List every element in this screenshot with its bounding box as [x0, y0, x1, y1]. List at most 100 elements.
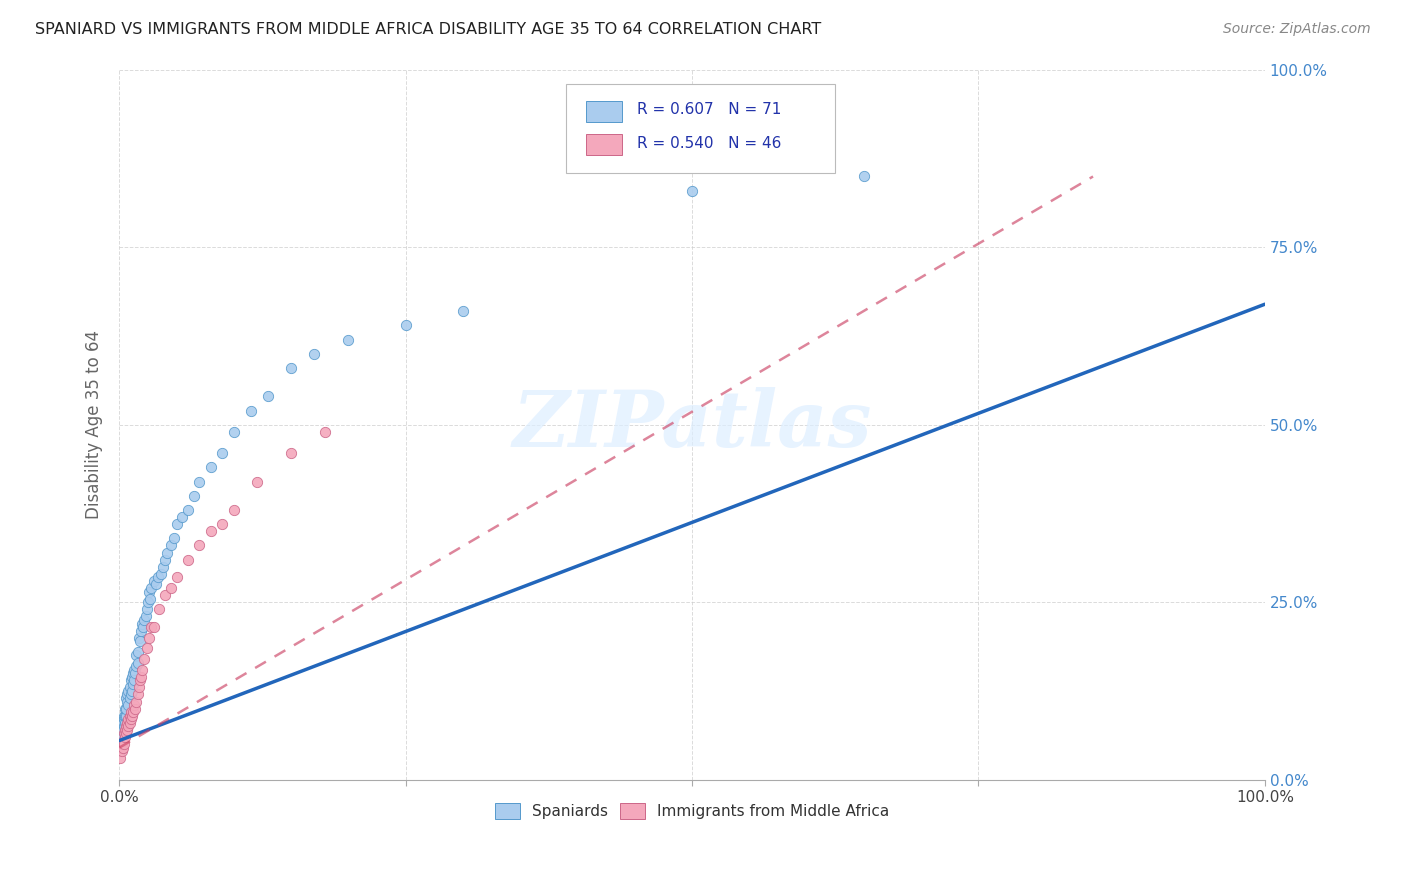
- Point: [142, 620, 165, 634]
- Point: [124, 666, 146, 681]
- Point: [114, 701, 136, 715]
- Point: [110, 733, 132, 747]
- Point: [142, 574, 165, 588]
- Point: [117, 719, 139, 733]
- Point: [120, 673, 142, 688]
- Point: [110, 726, 132, 740]
- Point: [122, 663, 145, 677]
- Point: [138, 584, 160, 599]
- Point: [115, 691, 138, 706]
- Point: [145, 577, 167, 591]
- Point: [115, 708, 138, 723]
- Point: [117, 698, 139, 712]
- Point: [148, 602, 170, 616]
- Point: [112, 737, 135, 751]
- Point: [135, 641, 157, 656]
- Point: [122, 666, 145, 681]
- Text: ZIPatlas: ZIPatlas: [512, 386, 872, 463]
- Point: [118, 681, 141, 695]
- Point: [125, 694, 148, 708]
- Point: [111, 733, 134, 747]
- Point: [110, 737, 132, 751]
- Point: [128, 673, 150, 688]
- Text: R = 0.607   N = 71: R = 0.607 N = 71: [637, 102, 782, 117]
- Point: [115, 726, 138, 740]
- Point: [211, 446, 233, 460]
- Point: [138, 631, 160, 645]
- Point: [117, 723, 139, 737]
- Point: [177, 503, 200, 517]
- Point: [117, 694, 139, 708]
- Point: [188, 475, 211, 489]
- Point: [222, 503, 245, 517]
- Point: [115, 701, 138, 715]
- Text: SPANIARD VS IMMIGRANTS FROM MIDDLE AFRICA DISABILITY AGE 35 TO 64 CORRELATION CH: SPANIARD VS IMMIGRANTS FROM MIDDLE AFRIC…: [35, 22, 821, 37]
- Point: [153, 552, 176, 566]
- Point: [159, 581, 181, 595]
- Point: [114, 730, 136, 744]
- Point: [135, 602, 157, 616]
- Point: [134, 613, 156, 627]
- Point: [149, 566, 172, 581]
- Point: [118, 708, 141, 723]
- Point: [451, 304, 474, 318]
- Point: [118, 691, 141, 706]
- Point: [188, 538, 211, 552]
- Point: [152, 559, 174, 574]
- Point: [127, 645, 149, 659]
- Point: [120, 705, 142, 719]
- Point: [166, 570, 188, 584]
- Point: [122, 673, 145, 688]
- Point: [183, 489, 205, 503]
- Point: [337, 333, 360, 347]
- Point: [222, 425, 245, 439]
- Point: [129, 670, 152, 684]
- Point: [240, 403, 263, 417]
- Point: [120, 712, 142, 726]
- FancyBboxPatch shape: [585, 134, 623, 155]
- FancyBboxPatch shape: [567, 84, 835, 173]
- Point: [110, 751, 132, 765]
- Point: [120, 688, 142, 702]
- Point: [135, 609, 157, 624]
- Point: [122, 677, 145, 691]
- Point: [128, 631, 150, 645]
- Point: [166, 517, 188, 532]
- Point: [125, 659, 148, 673]
- Point: [200, 460, 222, 475]
- Point: [121, 684, 143, 698]
- Legend: Spaniards, Immigrants from Middle Africa: Spaniards, Immigrants from Middle Africa: [489, 797, 896, 825]
- Point: [112, 726, 135, 740]
- Point: [131, 663, 153, 677]
- Point: [122, 698, 145, 712]
- Y-axis label: Disability Age 35 to 64: Disability Age 35 to 64: [86, 330, 103, 519]
- Point: [128, 634, 150, 648]
- Point: [112, 712, 135, 726]
- FancyBboxPatch shape: [585, 101, 623, 122]
- Point: [141, 620, 163, 634]
- Point: [111, 723, 134, 737]
- Point: [172, 510, 194, 524]
- Point: [127, 656, 149, 670]
- Point: [117, 684, 139, 698]
- Point: [314, 425, 336, 439]
- Point: [852, 169, 875, 184]
- Point: [141, 581, 163, 595]
- Point: [117, 688, 139, 702]
- Point: [114, 708, 136, 723]
- Point: [114, 715, 136, 730]
- Point: [177, 552, 200, 566]
- Point: [246, 475, 269, 489]
- Point: [117, 715, 139, 730]
- Point: [125, 648, 148, 663]
- Point: [132, 620, 155, 634]
- Point: [139, 591, 162, 606]
- Point: [159, 538, 181, 552]
- Point: [111, 730, 134, 744]
- Point: [128, 681, 150, 695]
- Point: [112, 708, 135, 723]
- Point: [257, 389, 280, 403]
- Point: [681, 184, 703, 198]
- Point: [115, 719, 138, 733]
- Point: [136, 595, 159, 609]
